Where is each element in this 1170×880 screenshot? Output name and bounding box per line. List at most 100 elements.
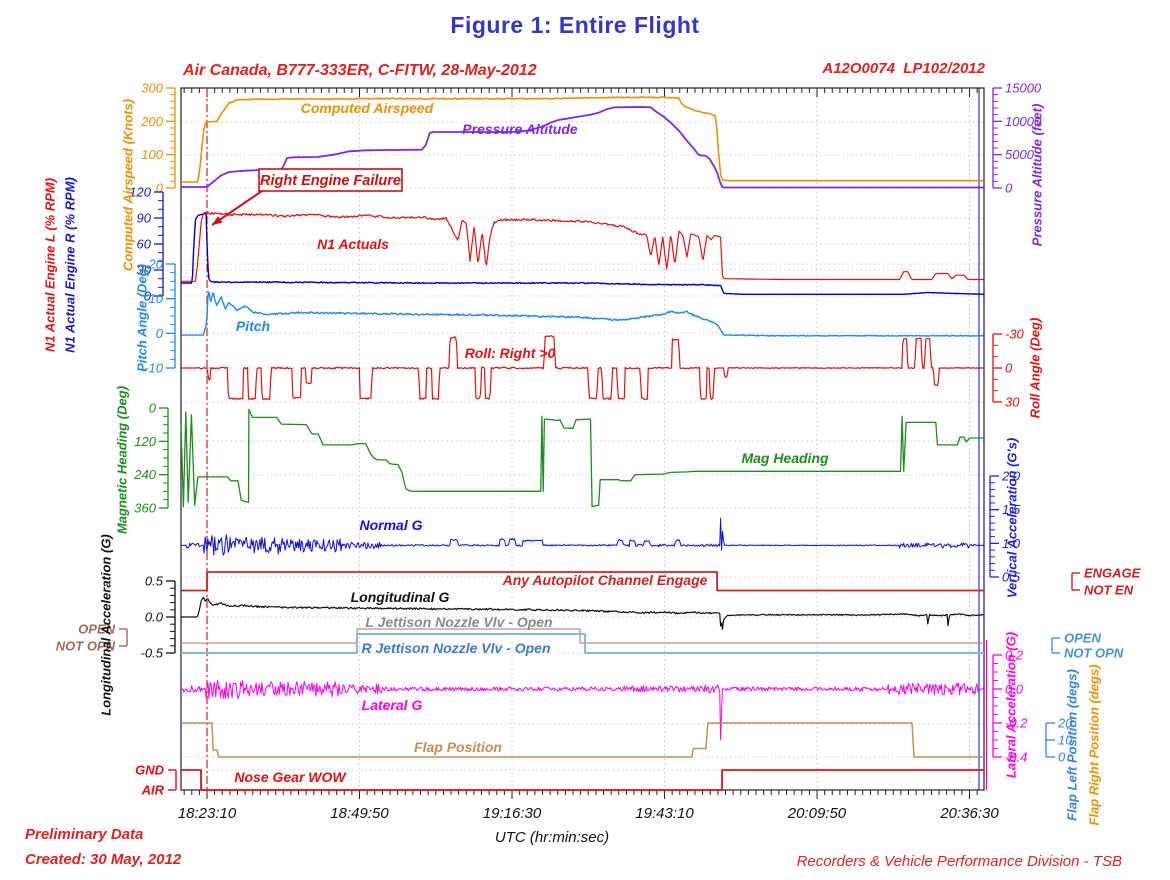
axis-title-flap-left-position-degs-: Flap Left Position (degs)	[1064, 669, 1080, 821]
trace-label: N1 Actuals	[317, 236, 389, 252]
svg-text:0.0: 0.0	[145, 610, 164, 625]
svg-text:-0.5: -0.5	[141, 646, 164, 661]
svg-text:200: 200	[140, 114, 163, 129]
axis-title-computed-airspeed-knots-: Computed Airspeed (Knots)	[120, 98, 136, 272]
svg-text:120: 120	[134, 434, 156, 449]
trace-label: Flap Position	[414, 739, 502, 755]
svg-text:0: 0	[144, 289, 152, 304]
trace-label: L Jettison Nozzle Vlv - Open	[365, 614, 552, 630]
axis-title-n1-actual-engine-l-rpm-: N1 Actual Engine L (% RPM)	[42, 177, 58, 353]
created-date-note: Created: 30 May, 2012	[25, 851, 182, 868]
svg-text:30: 30	[1005, 395, 1020, 410]
preliminary-data-note: Preliminary Data	[25, 826, 144, 843]
svg-text:20:09:50: 20:09:50	[787, 805, 847, 822]
svg-text:-30: -30	[1005, 327, 1025, 342]
trace-label: Pitch	[236, 318, 270, 334]
svg-text:20: 20	[148, 257, 164, 272]
series-nose-gear-wow	[181, 769, 984, 791]
svg-text:360: 360	[134, 501, 156, 516]
svg-text:OPEN: OPEN	[1064, 631, 1101, 646]
series-n1-engine-left	[181, 211, 984, 282]
svg-text:0: 0	[1005, 181, 1013, 196]
svg-text:10000: 10000	[1005, 114, 1042, 129]
series-autopilot-engage	[181, 571, 984, 592]
heading-scale: 0 120 240 360	[133, 401, 169, 516]
series-pressure-altitude	[181, 106, 984, 189]
svg-text:NOT EN: NOT EN	[1084, 583, 1134, 598]
svg-text:0.5: 0.5	[1002, 570, 1021, 585]
trace-label: Nose Gear WOW	[234, 769, 347, 785]
series-normal-g	[181, 517, 984, 556]
svg-text:10: 10	[1058, 733, 1073, 748]
svg-text:NOT OPN: NOT OPN	[1064, 646, 1124, 661]
axis-title-pitch-angle-deg-: Pitch Angle (Deg)	[134, 264, 150, 372]
annotation-text: Right Engine Failure	[260, 173, 401, 189]
trace-label: Pressure Altitude	[462, 121, 578, 137]
trace-label: Roll: Right >0	[465, 345, 556, 361]
svg-text:GND: GND	[135, 763, 165, 778]
trace-label: Normal G	[359, 517, 422, 533]
trace-label: Computed Airspeed	[301, 100, 434, 116]
svg-text:240: 240	[133, 467, 156, 482]
long-g-scale: -0.5 0.0 0.5	[141, 574, 176, 661]
svg-text:OPEN: OPEN	[78, 622, 115, 637]
svg-text:1.5: 1.5	[1002, 502, 1021, 517]
series-mag-heading	[180, 408, 984, 508]
series-computed-airspeed	[181, 96, 984, 183]
svg-text:0: 0	[1058, 750, 1066, 765]
svg-text:15000: 15000	[1005, 81, 1042, 96]
axis-title-vertical-acceleration-g-s-: Vertical Acceleration (G's)	[1004, 437, 1020, 599]
axis-title-magnetic-heading-deg-: Magnetic Heading (Deg)	[114, 385, 130, 535]
svg-text:120: 120	[129, 185, 151, 200]
svg-text:100: 100	[141, 147, 163, 162]
trace-labels: Computed Airspeed Pressure Altitude N1 Act…	[234, 100, 829, 785]
trace-label: Mag Heading	[741, 450, 829, 466]
svg-text:18:49:50: 18:49:50	[330, 805, 389, 822]
svg-text:2.0: 2.0	[1001, 469, 1021, 484]
series-roll	[181, 335, 984, 400]
svg-text:AIR: AIR	[141, 783, 165, 798]
vert-g-scale: 0.5 1.0 1.5 2.0	[989, 469, 1021, 585]
svg-text:0: 0	[1005, 361, 1013, 376]
svg-text:1.0: 1.0	[1002, 536, 1021, 551]
axis-scales: 01002003000306090120-10010200120240360-0…	[56, 81, 1141, 798]
x-tick-labels: 18:23:10 18:49:50 19:16:30 19:43:10 20:09:50…	[178, 805, 1000, 822]
n1-scale: 0 30 60 90 120	[129, 185, 164, 304]
svg-text:-10: -10	[144, 361, 164, 376]
svg-text:NOT OPN: NOT OPN	[56, 639, 116, 654]
autopilot-state-right: ENGAGE NOT EN	[1071, 566, 1141, 598]
svg-text:-0.4: -0.4	[1005, 750, 1027, 765]
svg-text:20: 20	[1057, 716, 1073, 731]
series-l-jettison-nozzle	[181, 628, 984, 644]
axis-title-pressure-altitude-feet-: Pressure Altitude (feet)	[1029, 103, 1045, 247]
svg-text:0.2: 0.2	[1005, 648, 1024, 663]
series-lateral-g	[180, 680, 984, 741]
svg-text:0: 0	[156, 181, 164, 196]
svg-text:0: 0	[149, 401, 157, 416]
svg-text:0.5: 0.5	[145, 574, 164, 589]
svg-text:90: 90	[137, 211, 152, 226]
axis-title-longitudinal-acceleration-g-: Longitudinal Acceleration (G)	[98, 534, 114, 716]
trace-label: Any Autopilot Channel Engage	[502, 572, 708, 588]
svg-text:ENGAGE: ENGAGE	[1084, 566, 1141, 581]
svg-text:0: 0	[156, 326, 164, 341]
division-credit: Recorders & Vehicle Performance Division…	[796, 853, 1122, 870]
svg-text:5000: 5000	[1005, 147, 1035, 162]
svg-text:-0.2: -0.2	[1005, 716, 1028, 731]
axis-title-lateral-acceleration-g-: Lateral Acceleration (G)	[1003, 631, 1019, 779]
svg-text:60: 60	[137, 237, 152, 252]
annotation-right-engine-failure: Right Engine Failure	[211, 168, 403, 226]
svg-text:300: 300	[141, 81, 163, 96]
flap-scale: 0 10 20	[1045, 716, 1073, 765]
l-jettison-state-left: OPEN NOT OPN	[56, 622, 128, 654]
series-n1-engine-right	[181, 213, 984, 295]
x-axis-title: UTC (hr:min:sec)	[494, 829, 610, 846]
svg-text:19:16:30: 19:16:30	[483, 805, 542, 822]
svg-text:10: 10	[149, 291, 164, 306]
nose-gear-state-left: GND AIR	[135, 763, 177, 798]
series-pitch	[181, 291, 984, 337]
